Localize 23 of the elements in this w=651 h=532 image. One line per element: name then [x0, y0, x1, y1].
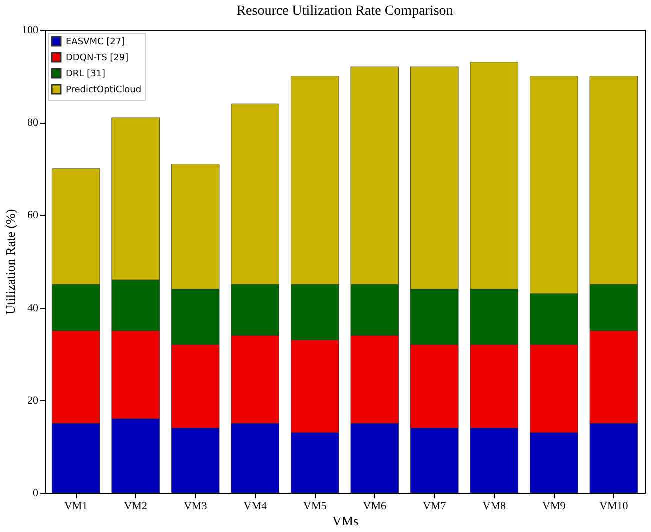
- y-tick-label: 100: [22, 24, 39, 36]
- y-tick-label: 20: [28, 394, 39, 407]
- y-tick-label: 40: [28, 302, 39, 314]
- x-tick-label: VM8: [482, 500, 507, 512]
- y-tick-label: 60: [28, 210, 39, 222]
- x-tick-label: VM9: [542, 500, 566, 512]
- y-tick-label: 80: [28, 117, 39, 130]
- x-tick-label: VM10: [600, 500, 629, 512]
- x-tick-label: VM1: [64, 500, 88, 512]
- legend-label: DDQN-TS [29]: [66, 54, 129, 64]
- x-tick-label: VM4: [244, 500, 268, 512]
- x-tick-label: VM6: [363, 500, 387, 512]
- x-tick-label: VM5: [304, 500, 328, 512]
- x-axis-title: VMs: [332, 514, 359, 528]
- legend-label: PredictOptiCloud: [66, 86, 142, 96]
- legend-label: DRL [31]: [66, 70, 106, 80]
- x-tick-label: VM7: [423, 500, 447, 512]
- x-tick-label: VM3: [184, 500, 208, 512]
- legend-label: EASVMC [27]: [66, 38, 126, 48]
- y-tick-label: 0: [33, 488, 39, 500]
- y-axis-title: Utilization Rate (%): [3, 209, 18, 315]
- chart-title: Resource Utilization Rate Comparison: [236, 4, 454, 19]
- x-tick-label: VM2: [124, 500, 148, 512]
